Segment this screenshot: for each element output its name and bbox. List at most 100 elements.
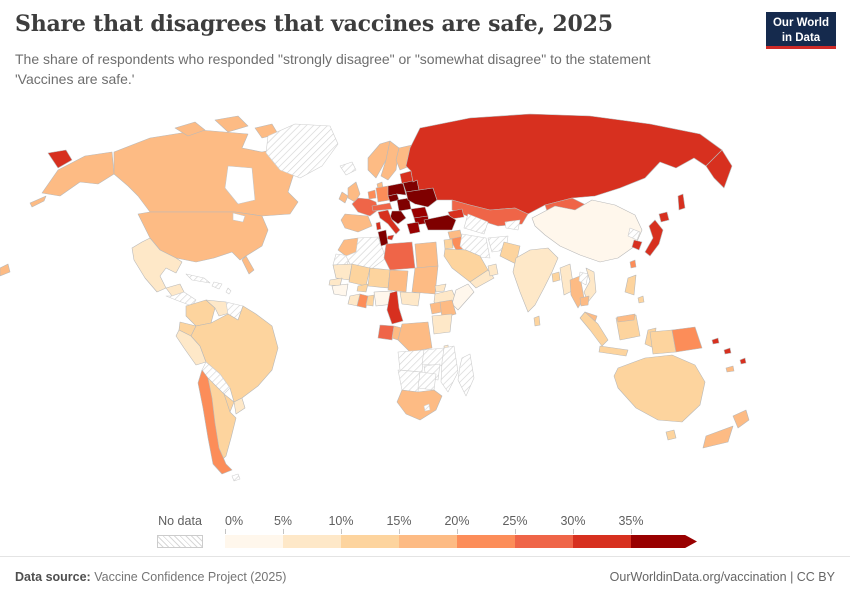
country-solomon-a[interactable] xyxy=(711,337,720,345)
country-russia[interactable] xyxy=(405,113,723,215)
country-sicily[interactable] xyxy=(386,234,395,241)
country-ghana[interactable] xyxy=(356,293,369,309)
country-papua-new-guinea[interactable] xyxy=(671,326,703,353)
country-solomon-b[interactable] xyxy=(723,347,732,355)
country-new-caledonia[interactable] xyxy=(725,365,735,373)
country-mozambique[interactable] xyxy=(440,345,459,393)
country-florida[interactable] xyxy=(241,255,255,275)
country-niger[interactable] xyxy=(367,267,391,289)
legend-segment[interactable] xyxy=(457,535,515,548)
country-somalia[interactable] xyxy=(451,283,475,311)
country-java[interactable] xyxy=(598,345,629,357)
country-libya[interactable] xyxy=(383,241,416,271)
country-eritrea[interactable] xyxy=(434,283,447,293)
country-central-asia[interactable] xyxy=(463,213,489,235)
legend-segment[interactable] xyxy=(341,535,399,548)
country-fiji[interactable] xyxy=(739,357,747,365)
country-greece[interactable] xyxy=(406,221,421,235)
country-egypt[interactable] xyxy=(414,241,439,269)
country-togo-benin[interactable] xyxy=(365,294,375,307)
legend-segment[interactable] xyxy=(515,535,573,548)
country-chad[interactable] xyxy=(387,269,409,293)
country-kyrgyzstan[interactable] xyxy=(504,219,521,231)
country-iberia[interactable] xyxy=(340,213,373,233)
country-madagascar[interactable] xyxy=(457,353,475,397)
country-philippines[interactable] xyxy=(624,274,637,296)
country-brazil[interactable] xyxy=(190,305,279,403)
country-south-africa[interactable] xyxy=(396,389,443,421)
country-arctic-island-a[interactable] xyxy=(174,121,206,137)
world-choropleth-map[interactable] xyxy=(0,104,850,504)
country-iceland[interactable] xyxy=(339,161,357,176)
country-nz-north[interactable] xyxy=(732,409,750,429)
country-central-african-republic[interactable] xyxy=(399,291,421,307)
country-drc[interactable] xyxy=(397,321,433,353)
country-japan[interactable] xyxy=(644,219,664,257)
country-india[interactable] xyxy=(512,247,559,313)
country-chukotka[interactable] xyxy=(47,149,73,169)
no-data-swatch[interactable] xyxy=(157,535,203,548)
country-switzerland-austria[interactable] xyxy=(371,202,393,212)
country-ireland[interactable] xyxy=(338,191,349,204)
country-chile[interactable] xyxy=(197,369,233,475)
country-falkland-islands[interactable] xyxy=(231,473,241,482)
country-mexico[interactable] xyxy=(131,237,183,293)
country-taiwan[interactable] xyxy=(629,259,637,269)
country-nz-south[interactable] xyxy=(702,425,734,449)
country-usa[interactable] xyxy=(137,211,269,263)
country-mindanao[interactable] xyxy=(637,295,645,304)
country-sardinia[interactable] xyxy=(375,221,382,231)
country-botswana[interactable] xyxy=(417,371,437,391)
legend-arrow-segment[interactable] xyxy=(631,535,697,548)
country-tanzania[interactable] xyxy=(431,313,453,335)
country-yemen[interactable] xyxy=(469,269,495,289)
country-sweden[interactable] xyxy=(380,140,400,181)
legend-segment[interactable] xyxy=(283,535,341,548)
legend-bar[interactable] xyxy=(225,535,697,548)
country-aleutians[interactable] xyxy=(29,195,47,208)
country-sri-lanka[interactable] xyxy=(533,315,541,327)
country-cameroon[interactable] xyxy=(386,290,404,325)
country-sakhalin[interactable] xyxy=(677,193,686,211)
legend-segment[interactable] xyxy=(225,535,283,548)
country-mali[interactable] xyxy=(348,263,371,287)
country-levant[interactable] xyxy=(443,238,454,250)
country-namibia[interactable] xyxy=(397,369,421,393)
country-mauritania[interactable] xyxy=(332,263,353,281)
country-turkey[interactable] xyxy=(423,214,457,231)
country-cuba[interactable] xyxy=(185,273,211,284)
legend-segment[interactable] xyxy=(573,535,631,548)
country-hawaii[interactable] xyxy=(0,263,11,277)
country-italy[interactable] xyxy=(377,209,401,235)
country-lesotho[interactable] xyxy=(423,403,431,412)
country-hispaniola[interactable] xyxy=(211,281,223,290)
country-borneo-malaysia[interactable] xyxy=(616,313,636,323)
country-tasmania[interactable] xyxy=(665,429,677,441)
country-kenya[interactable] xyxy=(439,299,457,319)
country-sudan[interactable] xyxy=(411,265,439,295)
owid-logo[interactable]: Our World in Data xyxy=(766,12,836,49)
country-uruguay[interactable] xyxy=(233,397,246,415)
country-france[interactable] xyxy=(351,197,379,217)
country-north-korea[interactable] xyxy=(627,227,641,241)
country-zambia[interactable] xyxy=(421,347,445,367)
country-laos[interactable] xyxy=(578,271,589,286)
country-south-korea[interactable] xyxy=(631,239,643,251)
country-west-papua[interactable] xyxy=(649,329,677,355)
credit-link[interactable]: OurWorldinData.org/vaccination | CC BY xyxy=(609,570,835,584)
country-australia[interactable] xyxy=(613,354,706,423)
legend-segment[interactable] xyxy=(399,535,457,548)
country-bangladesh[interactable] xyxy=(551,271,561,283)
country-angola[interactable] xyxy=(397,349,425,373)
country-kamchatka[interactable] xyxy=(705,149,733,189)
country-greenland[interactable] xyxy=(265,123,339,179)
country-burkina-faso[interactable] xyxy=(356,283,369,293)
country-arctic-island-b[interactable] xyxy=(214,115,249,133)
country-gabon[interactable] xyxy=(377,324,395,341)
country-benelux[interactable] xyxy=(367,189,377,200)
country-antilles[interactable] xyxy=(225,287,232,295)
country-cambodia[interactable] xyxy=(579,295,590,307)
country-hokkaido[interactable] xyxy=(658,211,670,223)
country-poland[interactable] xyxy=(387,182,407,197)
country-oman[interactable] xyxy=(487,263,499,277)
